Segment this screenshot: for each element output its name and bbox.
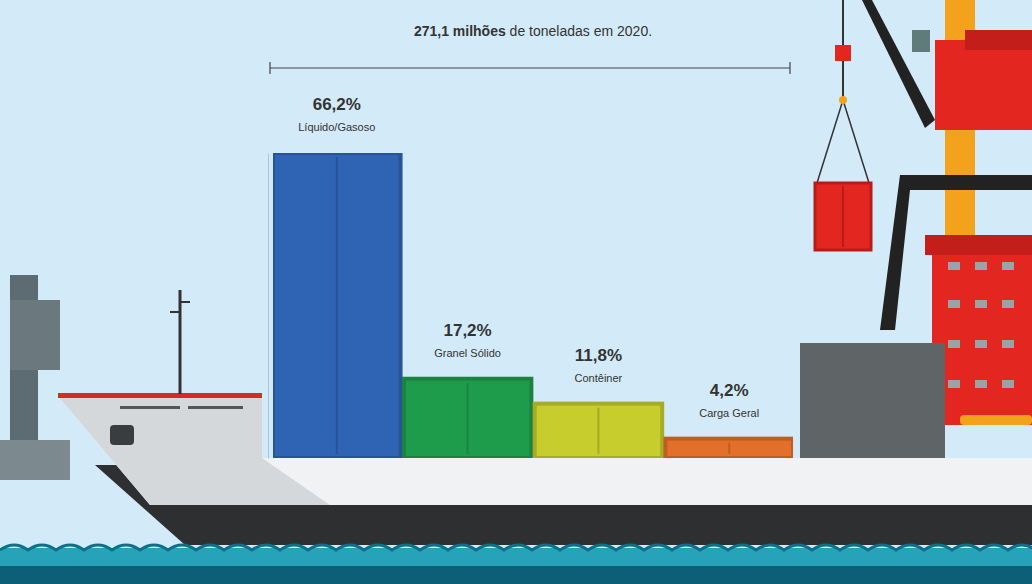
window <box>948 262 960 270</box>
window <box>1002 300 1014 308</box>
bar <box>404 379 532 458</box>
data-labels: 66,2% Líquido/Gasoso 17,2% Granel Sólido 11,… <box>298 95 759 419</box>
title: 271,1 milhões de toneladas em 2020. <box>414 23 652 39</box>
lifeboat <box>960 415 1032 425</box>
window <box>975 380 987 388</box>
dock-cabin <box>10 300 60 370</box>
bar <box>273 153 401 458</box>
axis-line <box>268 154 269 459</box>
hanging-container <box>815 183 871 250</box>
crane-cabin-top <box>965 30 1032 50</box>
window <box>948 380 960 388</box>
window <box>1002 340 1014 348</box>
value-label: 66,2% <box>313 95 361 114</box>
slings <box>817 100 869 183</box>
title-group: 271,1 milhões de toneladas em 2020. <box>270 23 790 74</box>
window <box>1002 380 1014 388</box>
chart: 66,2% Líquido/Gasoso 17,2% Granel Sólido 11,… <box>0 0 1032 584</box>
sky <box>0 0 1032 584</box>
value-label: 4,2% <box>710 381 749 400</box>
window <box>948 340 960 348</box>
container-divider <box>467 383 469 454</box>
y-axis <box>268 154 269 459</box>
hull <box>58 396 1032 505</box>
window <box>975 262 987 270</box>
container-divider <box>597 408 599 454</box>
window <box>975 340 987 348</box>
crane-legs <box>880 170 1032 330</box>
category-label: Granel Sólido <box>434 347 501 359</box>
category-label: Contêiner <box>575 372 623 384</box>
window <box>975 300 987 308</box>
category-label: Carga Geral <box>699 407 759 419</box>
category-label: Líquido/Gasoso <box>298 121 375 133</box>
mast <box>179 290 182 394</box>
mast-arm <box>170 302 190 312</box>
superstructure <box>932 235 1032 425</box>
waves <box>0 545 1032 550</box>
crane-arm <box>862 0 935 128</box>
hook <box>839 96 847 104</box>
bars <box>273 153 793 458</box>
bar <box>665 439 793 458</box>
container-divider <box>728 443 730 454</box>
container-divider <box>336 157 338 454</box>
hook-block <box>835 45 851 61</box>
dock-base <box>0 440 70 480</box>
scenery <box>0 0 1032 584</box>
value-label: 11,8% <box>575 346 622 365</box>
stripe <box>188 406 243 409</box>
deck-block <box>800 343 945 458</box>
value-label: 17,2% <box>443 321 491 340</box>
crane-box <box>912 30 930 52</box>
sea <box>0 548 1032 584</box>
stripe <box>120 406 180 409</box>
window <box>948 300 960 308</box>
porthole <box>110 425 134 445</box>
crane-cabin <box>935 40 1032 130</box>
bridge <box>925 235 1032 255</box>
hanging-divider <box>842 186 844 247</box>
deck-rail <box>58 393 262 398</box>
sea-deep <box>0 566 1032 584</box>
bar <box>535 404 663 458</box>
window <box>1002 262 1014 270</box>
bracket <box>270 62 790 74</box>
